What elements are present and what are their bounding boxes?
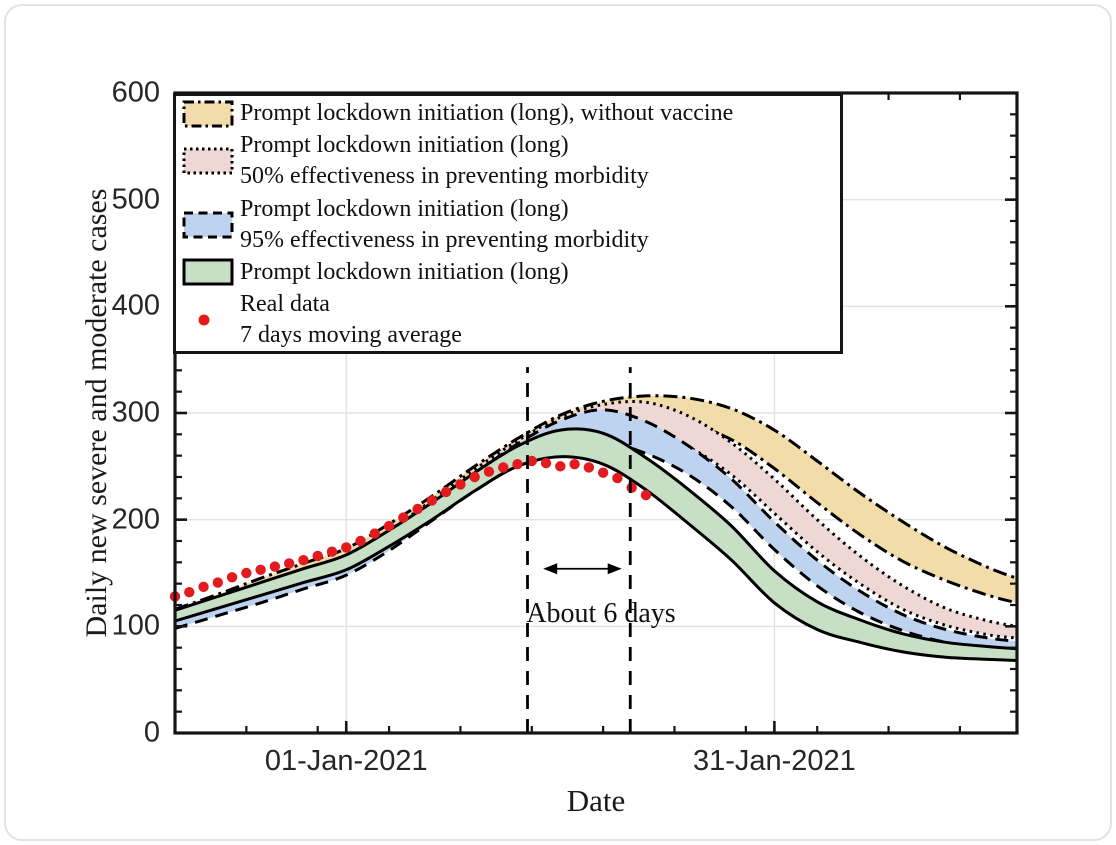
- red-dot-marker-icon: [182, 306, 240, 334]
- y-tick-label: 300: [111, 396, 160, 429]
- moving-average-dot: [226, 572, 238, 583]
- moving-average-dot: [298, 555, 309, 566]
- moving-average-dot: [355, 535, 366, 547]
- scenario-band: [175, 401, 1017, 639]
- band-swatch-icon: [182, 211, 240, 239]
- moving-average-dot: [498, 462, 509, 473]
- band-boundary-line: [174, 394, 1018, 611]
- annotation-about-6-days: About 6 days: [526, 598, 676, 629]
- moving-average-dot: [341, 542, 352, 553]
- moving-average-dot: [212, 577, 224, 588]
- moving-average-dot: [469, 471, 480, 483]
- legend-item-without-vaccine: Prompt lockdown initiation (long), witho…: [182, 98, 840, 129]
- legend-item-lockdown-long: Prompt lockdown initiation (long): [182, 257, 840, 288]
- moving-average-dot: [369, 528, 380, 539]
- y-tick-label: 400: [111, 289, 160, 322]
- moving-average-dot: [455, 479, 466, 490]
- scenario-band: [175, 428, 1017, 661]
- moving-average-dot: [241, 567, 252, 579]
- y-tick-label: 200: [111, 503, 160, 536]
- legend-item-95pct: Prompt lockdown initiation (long) 95% ef…: [182, 194, 840, 256]
- moving-average-dot: [198, 581, 209, 593]
- moving-average-dot: [326, 546, 338, 557]
- legend-label: 95% effectiveness in preventing morbidit…: [240, 226, 649, 253]
- legend-item-real-data: Real data 7 days moving average: [182, 289, 840, 351]
- moving-average-dot: [569, 459, 580, 470]
- moving-average-dot: [283, 558, 295, 569]
- moving-average-dot: [583, 462, 595, 473]
- legend-label: 7 days moving average: [240, 322, 462, 348]
- y-tick-label: 600: [111, 76, 160, 109]
- arrow-head-left-icon: [543, 563, 558, 575]
- moving-average-dot: [440, 486, 452, 498]
- moving-average-dot: [269, 561, 281, 572]
- moving-average-dot: [626, 482, 637, 493]
- y-tick-label: 100: [111, 609, 160, 642]
- x-axis-title: Date: [566, 783, 626, 818]
- legend: Prompt lockdown initiation (long), witho…: [173, 93, 843, 354]
- band-swatch-icon: [182, 258, 240, 286]
- moving-average-dot: [512, 459, 523, 470]
- scenario-band: [175, 409, 1017, 651]
- moving-average-dot: [312, 550, 323, 562]
- legend-label: Prompt lockdown initiation (long): [240, 132, 569, 159]
- moving-average-dot: [255, 564, 266, 575]
- moving-average-dot: [398, 512, 409, 523]
- legend-label: Prompt lockdown initiation (long): [240, 195, 569, 222]
- legend-label: Prompt lockdown initiation (long), witho…: [240, 100, 734, 126]
- band-swatch-icon: [182, 100, 240, 128]
- arrow-head-right-icon: [607, 563, 622, 575]
- legend-label: Prompt lockdown initiation (long): [240, 258, 569, 285]
- moving-average-dot: [597, 467, 609, 478]
- x-tick-label: 31-Jan-2021: [692, 745, 856, 777]
- moving-average-dot: [426, 495, 438, 506]
- band-boundary-line: [174, 427, 1018, 651]
- scenario-band: [175, 395, 1017, 621]
- legend-label: 50% effectiveness in preventing morbidit…: [240, 163, 649, 190]
- legend-label: Real data: [240, 291, 330, 317]
- moving-average-dot: [526, 455, 537, 467]
- band-boundary-line: [174, 455, 1018, 662]
- band-swatch-icon: [182, 147, 240, 175]
- moving-average-dot: [540, 457, 552, 469]
- y-tick-label: 0: [143, 716, 160, 749]
- moving-average-dot: [612, 472, 623, 484]
- moving-average-dot: [383, 520, 395, 532]
- moving-average-dot: [184, 587, 195, 598]
- x-tick-label: 01-Jan-2021: [264, 745, 428, 777]
- moving-average-dot: [483, 466, 495, 477]
- moving-average-dot: [412, 503, 423, 515]
- legend-item-50pct: Prompt lockdown initiation (long) 50% ef…: [182, 130, 840, 192]
- moving-average-dot: [640, 489, 652, 501]
- moving-average-dot: [555, 461, 566, 472]
- y-tick-label: 500: [111, 183, 160, 216]
